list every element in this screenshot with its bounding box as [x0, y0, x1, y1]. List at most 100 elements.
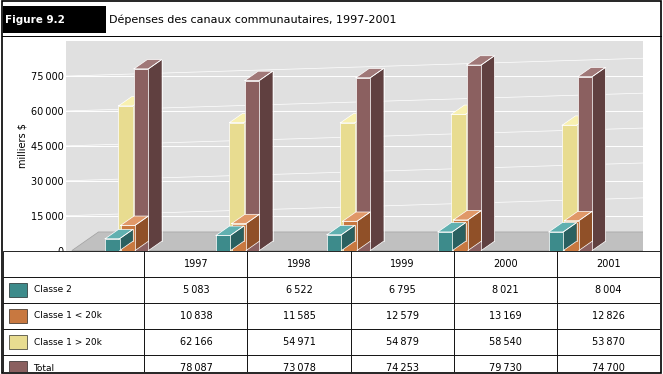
Bar [216, 235, 231, 251]
Bar [145, 303, 247, 329]
Bar [453, 355, 557, 374]
Text: 10 838: 10 838 [180, 311, 212, 321]
Polygon shape [465, 105, 479, 251]
Bar [340, 123, 355, 251]
Polygon shape [149, 59, 162, 251]
Text: Classe 1 < 20k: Classe 1 < 20k [34, 312, 101, 321]
Text: Dépenses des canaux communautaires, 1997-2001: Dépenses des canaux communautaires, 1997… [109, 14, 397, 25]
Bar [3, 303, 145, 329]
Text: 1998: 1998 [287, 259, 311, 269]
Bar [577, 77, 592, 251]
Bar [3, 329, 145, 355]
Bar [3, 6, 106, 33]
Bar [9, 335, 27, 349]
Text: Figure 9.2: Figure 9.2 [5, 15, 65, 25]
Polygon shape [577, 67, 605, 77]
Bar [105, 239, 119, 251]
Text: 6 795: 6 795 [389, 285, 416, 295]
Polygon shape [72, 232, 663, 251]
Bar [557, 329, 660, 355]
Polygon shape [245, 71, 272, 80]
Y-axis label: milliers $: milliers $ [18, 123, 28, 168]
Polygon shape [579, 211, 592, 251]
Polygon shape [229, 113, 257, 123]
Polygon shape [562, 116, 590, 125]
Bar [134, 69, 149, 251]
Text: 74 253: 74 253 [386, 363, 418, 373]
Bar [145, 277, 247, 303]
Bar [327, 235, 341, 251]
Bar [229, 123, 244, 251]
Bar [145, 329, 247, 355]
Bar [557, 251, 660, 277]
Bar [351, 329, 453, 355]
Polygon shape [481, 56, 495, 251]
Polygon shape [244, 113, 257, 251]
Bar [3, 277, 145, 303]
Polygon shape [453, 211, 481, 220]
Polygon shape [327, 226, 355, 235]
Bar [247, 355, 351, 374]
Text: 6 522: 6 522 [286, 285, 312, 295]
Polygon shape [341, 226, 355, 251]
Polygon shape [355, 114, 368, 251]
Polygon shape [121, 216, 149, 226]
Bar [3, 251, 145, 277]
Text: 8 004: 8 004 [595, 285, 621, 295]
Polygon shape [468, 211, 481, 251]
Bar [245, 80, 259, 251]
Polygon shape [356, 68, 384, 78]
Bar [438, 232, 452, 251]
Text: 1999: 1999 [390, 259, 414, 269]
Polygon shape [370, 68, 384, 251]
Bar [453, 251, 557, 277]
Bar [351, 277, 453, 303]
Polygon shape [577, 116, 590, 251]
Bar [121, 226, 135, 251]
Text: 62 166: 62 166 [180, 337, 212, 347]
Polygon shape [259, 71, 272, 251]
Polygon shape [105, 229, 133, 239]
Text: 2001: 2001 [596, 259, 621, 269]
Polygon shape [592, 67, 605, 251]
Polygon shape [438, 223, 465, 232]
Bar [247, 251, 351, 277]
Text: 78 087: 78 087 [180, 363, 212, 373]
Text: 13 169: 13 169 [489, 311, 521, 321]
Polygon shape [231, 226, 244, 251]
Text: 79 730: 79 730 [489, 363, 522, 373]
Bar [119, 106, 133, 251]
Polygon shape [564, 223, 577, 251]
Text: Classe 1 > 20k: Classe 1 > 20k [34, 338, 101, 347]
Polygon shape [357, 212, 370, 251]
Text: 54 879: 54 879 [386, 337, 418, 347]
Text: 53 870: 53 870 [591, 337, 625, 347]
Text: 12 579: 12 579 [386, 311, 418, 321]
Bar [343, 221, 357, 251]
Text: Classe 2: Classe 2 [34, 285, 71, 294]
Bar [9, 361, 27, 374]
Bar [557, 303, 660, 329]
Polygon shape [549, 223, 577, 232]
Polygon shape [340, 114, 368, 123]
Polygon shape [134, 59, 162, 69]
Text: 12 826: 12 826 [591, 311, 625, 321]
Text: Total: Total [34, 364, 54, 373]
Bar [351, 251, 453, 277]
Polygon shape [216, 226, 244, 235]
Bar [3, 33, 660, 36]
Polygon shape [452, 223, 465, 251]
Polygon shape [564, 211, 592, 221]
Bar [564, 221, 579, 251]
Bar [247, 303, 351, 329]
Bar [247, 329, 351, 355]
Bar [452, 114, 465, 251]
Text: 54 971: 54 971 [282, 337, 316, 347]
Bar [145, 355, 247, 374]
Polygon shape [133, 96, 146, 251]
Polygon shape [119, 229, 133, 251]
Bar [453, 277, 557, 303]
Polygon shape [231, 214, 259, 224]
Bar [9, 283, 27, 297]
Bar [557, 277, 660, 303]
